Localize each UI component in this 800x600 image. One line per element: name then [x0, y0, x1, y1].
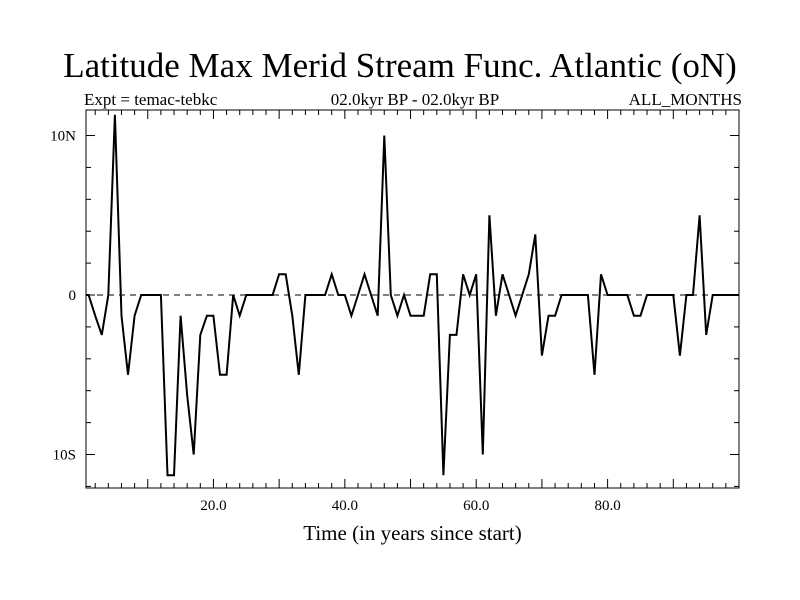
time-range-label: 02.0kyr BP - 02.0kyr BP: [330, 90, 500, 109]
plot-frame: [85, 109, 740, 489]
x-tick-label: 60.0: [463, 498, 489, 514]
x-tick-label: 40.0: [332, 498, 358, 514]
x-axis-label: Time (in years since start): [303, 521, 522, 545]
y-tick-label: 10S: [53, 448, 76, 464]
data-series-line: [86, 114, 739, 477]
months-label: ALL_MONTHS: [628, 90, 742, 109]
x-tick-label: 80.0: [594, 498, 620, 514]
x-tick-label: 20.0: [200, 498, 226, 514]
experiment-label: Expt = temac-tebkc: [84, 90, 218, 109]
y-tick-label: 10N: [50, 129, 76, 145]
chart-title: Latitude Max Merid Stream Func. Atlantic…: [63, 46, 737, 85]
y-tick-label: 0: [69, 288, 77, 304]
